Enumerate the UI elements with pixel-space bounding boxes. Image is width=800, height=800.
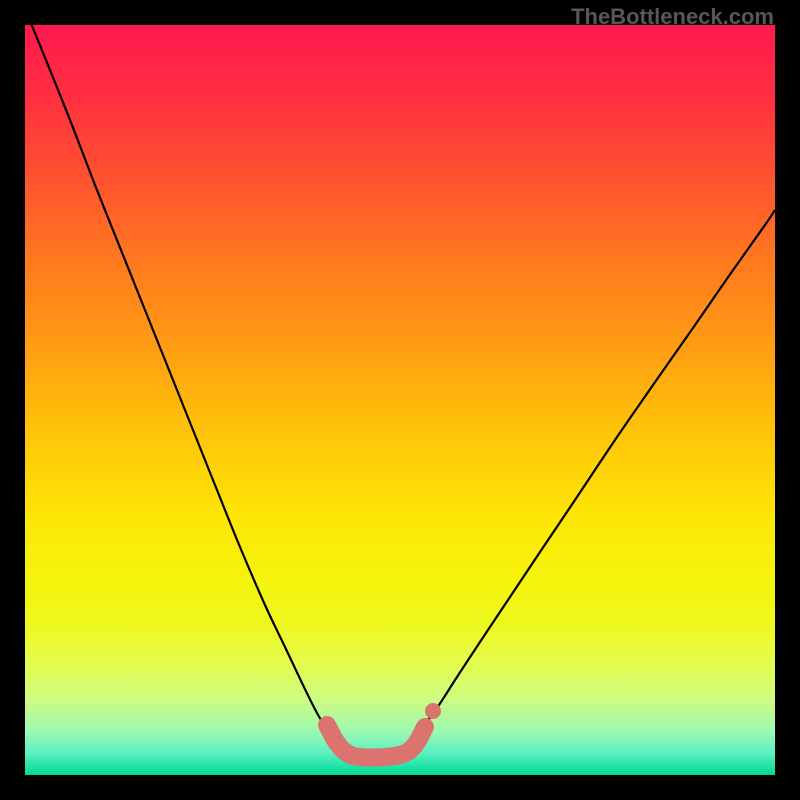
curve-layer — [25, 25, 775, 775]
bottleneck-curve-right — [425, 210, 775, 724]
optimal-end-dot — [425, 703, 441, 719]
bottleneck-curve-left — [25, 25, 329, 733]
watermark-text: TheBottleneck.com — [571, 4, 774, 30]
optimal-zone-marker — [327, 725, 425, 757]
chart-root: TheBottleneck.com — [0, 0, 800, 800]
plot-area — [25, 25, 775, 775]
